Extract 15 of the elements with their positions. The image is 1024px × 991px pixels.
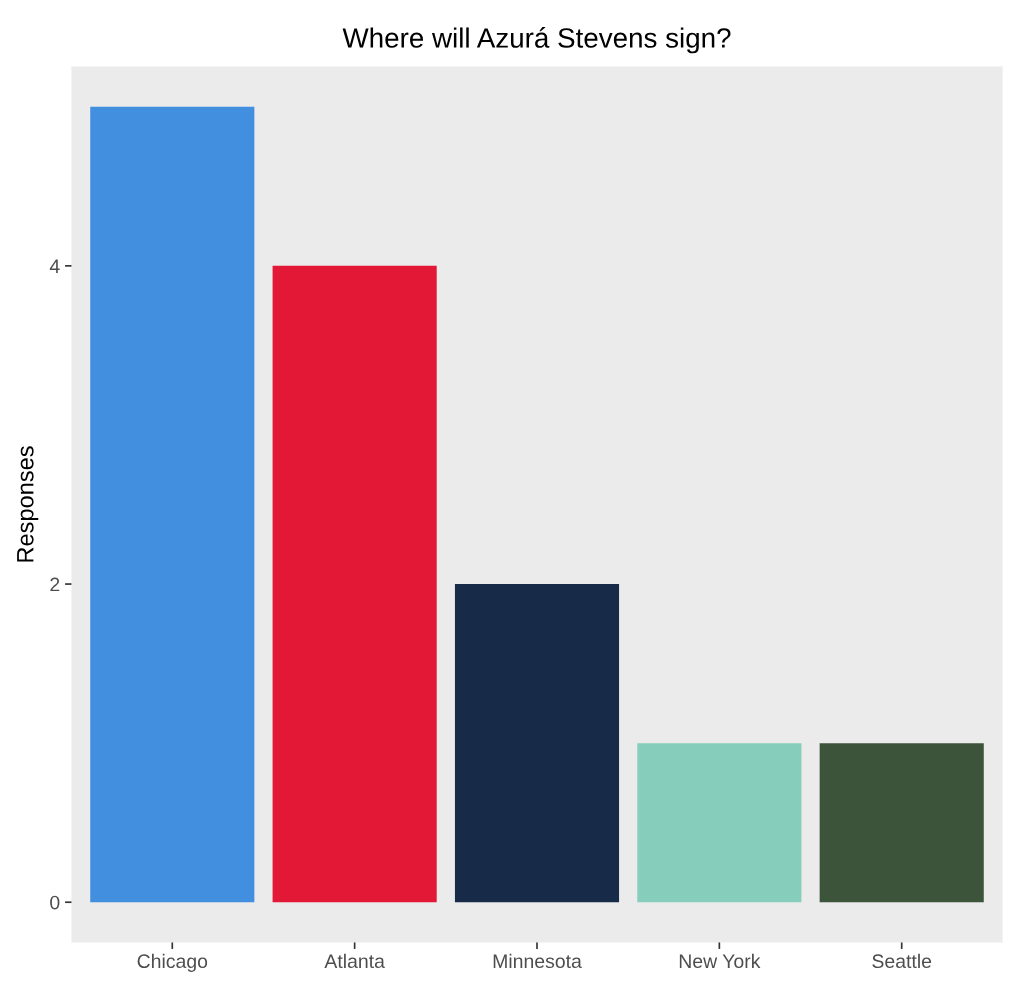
x-tick-label: Seattle	[872, 953, 932, 969]
bar	[454, 584, 620, 903]
x-tick-label: Atlanta	[324, 953, 385, 969]
y-tick-label: 0	[50, 895, 60, 910]
x-tick-label: New York	[679, 953, 761, 969]
x-tick-label: Minnesota	[493, 953, 582, 969]
bar	[637, 743, 802, 903]
y-tick-label: 4	[49, 259, 60, 273]
bar	[90, 106, 255, 903]
x-tick-label: Chicago	[137, 953, 208, 972]
chart-title: Where will Azurá Stevens sign?	[342, 27, 731, 54]
y-axis-title: Responses	[17, 446, 39, 562]
bar	[819, 743, 984, 903]
y-tick-label: 2	[50, 577, 60, 592]
bar	[272, 265, 437, 903]
